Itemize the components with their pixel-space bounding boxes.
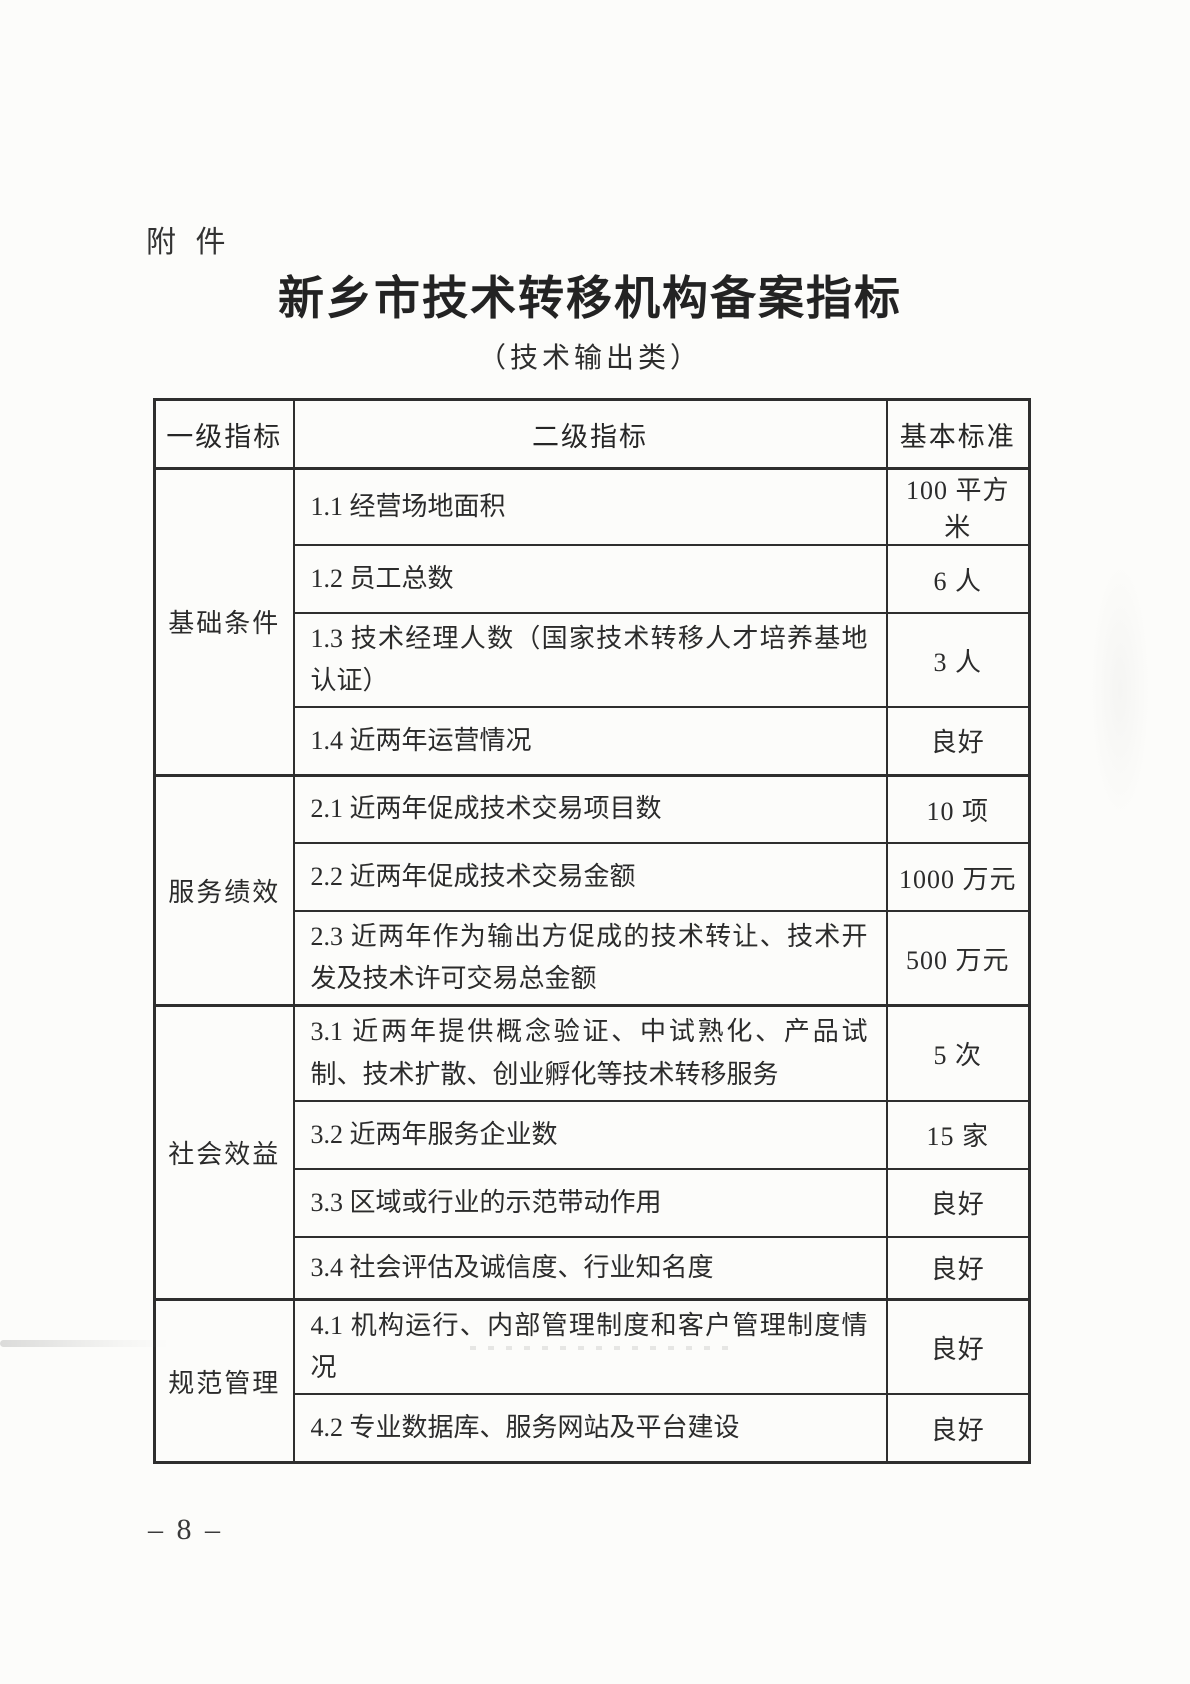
table-row: 3.4 社会评估及诚信度、行业知名度 良好: [155, 1235, 1031, 1301]
header-basic-standard: 基本标准: [885, 398, 1031, 470]
standard-cell: 10 项: [885, 773, 1031, 845]
group-cell-social-benefit: 社会效益: [153, 1004, 295, 1301]
indicator-cell: 2.3 近两年作为输出方促成的技术转让、技术开发及技术许可交易总金额: [292, 910, 888, 1007]
indicators-table: 一级指标 二级指标 基本标准 基础条件 1.1 经营场地面积 100 平方米 1…: [153, 398, 1031, 1464]
group-cell-basic-conditions: 基础条件: [153, 467, 295, 777]
page-number: – 8 –: [148, 1513, 223, 1546]
header-level2-indicator: 二级指标: [292, 398, 888, 470]
indicator-cell: 1.3 技术经理人数（国家技术转移人才培养基地认证）: [292, 611, 888, 709]
standard-cell: 良好: [885, 1167, 1031, 1238]
table-row: 服务绩效 2.1 近两年促成技术交易项目数 10 项: [153, 773, 1031, 1007]
header-level1-indicator: 一级指标: [153, 398, 295, 470]
standard-cell: 1000 万元: [885, 842, 1031, 913]
table-row: 3.2 近两年服务企业数 15 家: [155, 1099, 1031, 1170]
standard-cell: 良好: [885, 1235, 1031, 1301]
indicator-cell: 2.1 近两年促成技术交易项目数: [292, 773, 888, 845]
standard-cell: 100 平方米: [885, 467, 1031, 546]
indicator-cell: 4.2 专业数据库、服务网站及平台建设: [292, 1393, 888, 1464]
table-row: 1.3 技术经理人数（国家技术转移人才培养基地认证） 3 人: [155, 611, 1031, 709]
indicator-cell: 4.1 机构运行、内部管理制度和客户管理制度情况: [292, 1298, 888, 1396]
standard-cell: 良好: [885, 706, 1031, 777]
page-subtitle: （技术输出类）: [477, 343, 702, 374]
standard-cell: 15 家: [885, 1099, 1031, 1170]
indicator-cell: 1.4 近两年运营情况: [292, 706, 888, 777]
standard-cell: 良好: [885, 1393, 1031, 1464]
table-row: 2.2 近两年促成技术交易金额 1000 万元: [155, 842, 1031, 913]
table-row: 4.2 专业数据库、服务网站及平台建设 良好: [155, 1393, 1031, 1464]
indicator-cell: 1.1 经营场地面积: [292, 467, 888, 546]
indicator-cell: 3.2 近两年服务企业数: [292, 1099, 888, 1170]
table-row: 3.3 区域或行业的示范带动作用 良好: [155, 1167, 1031, 1238]
group-cell-service-performance: 服务绩效: [153, 773, 295, 1007]
table-header-row: 一级指标 二级指标 基本标准: [153, 398, 1031, 470]
indicator-cell: 3.4 社会评估及诚信度、行业知名度: [292, 1235, 888, 1301]
indicator-cell: 2.2 近两年促成技术交易金额: [292, 842, 888, 913]
standard-cell: 6 人: [885, 544, 1031, 614]
standard-cell: 3 人: [885, 611, 1031, 709]
indicator-cell: 3.3 区域或行业的示范带动作用: [292, 1167, 888, 1238]
scan-artifact: [0, 1340, 170, 1347]
indicator-cell: 1.2 员工总数: [292, 544, 888, 614]
table-row: 基础条件 1.1 经营场地面积 100 平方米: [153, 467, 1031, 777]
attachment-label: 附 件: [146, 226, 232, 259]
page-title: 新乡市技术转移机构备案指标: [278, 272, 902, 324]
indicator-cell: 3.1 近两年提供概念验证、中试熟化、产品试制、技术扩散、创业孵化等技术转移服务: [292, 1004, 888, 1102]
scan-artifact: [1090, 560, 1150, 820]
standard-cell: 良好: [885, 1298, 1031, 1396]
standard-cell: 500 万元: [885, 910, 1031, 1007]
group-cell-standard-management: 规范管理: [153, 1298, 295, 1464]
standard-cell: 5 次: [885, 1004, 1031, 1102]
table-row: 规范管理 4.1 机构运行、内部管理制度和客户管理制度情况 良好: [153, 1298, 1031, 1464]
table-row: 社会效益 3.1 近两年提供概念验证、中试熟化、产品试制、技术扩散、创业孵化等技…: [153, 1004, 1031, 1301]
table-row: 1.2 员工总数 6 人: [155, 544, 1031, 614]
table-row: 1.4 近两年运营情况 良好: [155, 706, 1031, 777]
table-row: 2.3 近两年作为输出方促成的技术转让、技术开发及技术许可交易总金额 500 万…: [155, 910, 1031, 1007]
